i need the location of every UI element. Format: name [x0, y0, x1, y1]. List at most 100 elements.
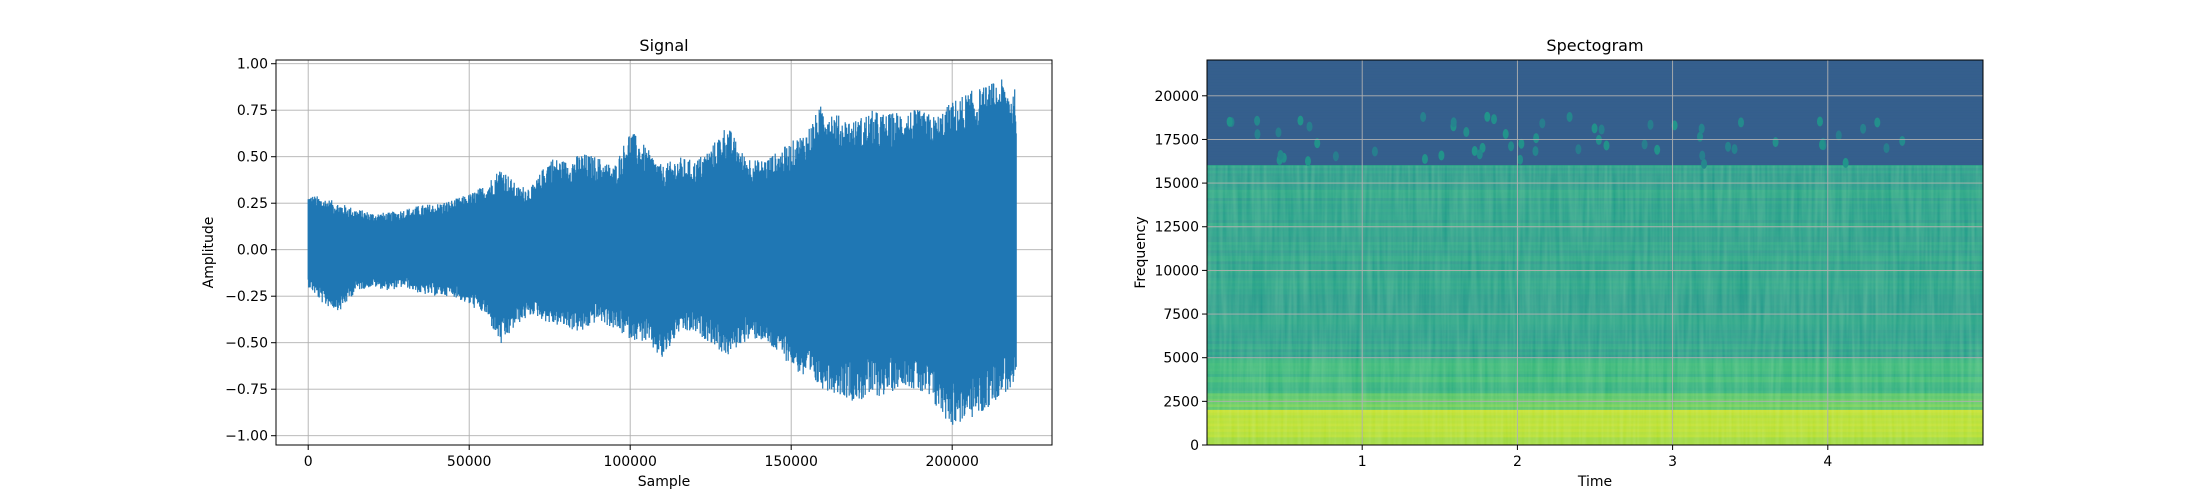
spectrogram-band — [1207, 150, 1983, 155]
spectrogram-spot — [1835, 130, 1842, 141]
spectrogram-band — [1207, 120, 1983, 124]
spectrogram-y-axis-label: Frequency — [1133, 216, 1149, 288]
spectrogram-y-tick-label: 20000 — [1154, 89, 1199, 105]
spectrogram-y-tick-label: 17500 — [1154, 132, 1199, 148]
spectrogram-spot — [1816, 116, 1823, 127]
signal-waveform — [307, 79, 1017, 425]
spectrogram-title: Spectogram — [1546, 36, 1643, 55]
spectrogram-spot — [1883, 143, 1890, 154]
signal-title: Signal — [639, 36, 688, 55]
spectrogram-spot — [1254, 129, 1261, 140]
spectrogram-spot — [1647, 119, 1654, 130]
spectrogram-spot — [1738, 117, 1744, 128]
spectrogram-band — [1207, 62, 1983, 67]
spectrogram-spot — [1502, 128, 1509, 139]
signal-y-tick-label: 0.25 — [237, 196, 268, 212]
spectrogram-band — [1207, 76, 1983, 80]
spectrogram-spot — [1484, 111, 1491, 122]
spectrogram-band — [1207, 134, 1983, 138]
spectrogram-band — [1207, 156, 1983, 160]
signal-y-axis-label: Amplitude — [201, 217, 217, 289]
spectrogram-band — [1207, 137, 1983, 141]
spectrogram-x-tick-label: 3 — [1668, 454, 1677, 470]
spectrogram-spot — [1698, 123, 1705, 134]
spectrogram-spot — [1518, 138, 1525, 149]
signal-y-tick-label: 0.50 — [237, 150, 268, 166]
signal-y-tick-label: 0.00 — [237, 243, 268, 259]
spectrogram-spot — [1533, 133, 1540, 144]
spectrogram-band — [1207, 115, 1983, 119]
spectrogram-spot — [1532, 146, 1539, 157]
signal-y-tick-label: −1.00 — [225, 429, 268, 445]
signal-axes-frame — [275, 59, 1053, 446]
spectrogram-spot — [1304, 156, 1311, 167]
spectrogram-spot — [1671, 120, 1678, 131]
spectrogram-spot — [1421, 154, 1428, 165]
spectrogram-y-tick-label: 10000 — [1154, 263, 1199, 279]
spectrogram-spot — [1254, 115, 1261, 126]
spectrogram-spot — [1654, 144, 1661, 155]
spectrogram-spot — [1277, 150, 1284, 160]
spectrogram-band — [1207, 142, 1983, 146]
spectrogram-x-tick-label: 2 — [1513, 454, 1522, 470]
spectrogram-spot — [1860, 123, 1867, 134]
spectrogram-spot — [1575, 144, 1582, 155]
spectrogram-band — [1207, 148, 1983, 152]
spectrogram-band — [1207, 71, 1983, 75]
spectrogram-spot — [1275, 127, 1282, 138]
spectrogram-spot — [1471, 145, 1478, 156]
spectrogram-x-tick-label: 1 — [1358, 454, 1367, 470]
spectrogram-spot — [1420, 112, 1427, 123]
signal-x-tick-label: 0 — [304, 454, 313, 470]
spectrogram-spot — [1566, 111, 1573, 122]
spectrogram-spot — [1725, 141, 1732, 152]
spectrogram-spot — [1899, 135, 1906, 146]
spectrogram-band — [1207, 161, 1983, 166]
spectrogram-band — [1207, 68, 1983, 72]
signal-y-tick-label: −0.50 — [225, 336, 268, 352]
spectrogram-band — [1207, 145, 1983, 149]
spectrogram-spot — [1476, 149, 1483, 160]
spectrogram-ticks: 1 2 3 4 0 2500 5000 7500 10000 12500 15000 17500 200… — [1154, 89, 1832, 470]
spectrogram-spot — [1699, 150, 1706, 161]
spectrogram-band — [1207, 87, 1983, 91]
spectrogram-spot — [1598, 124, 1605, 135]
spectrogram-spot — [1463, 127, 1470, 138]
spectrogram-spot — [1314, 138, 1321, 149]
spectrogram-spot — [1438, 150, 1445, 161]
signal-y-tick-label: 0.75 — [237, 103, 268, 119]
spectrogram-y-tick-label: 5000 — [1163, 351, 1199, 367]
spectrogram-band — [1207, 98, 1983, 102]
spectrogram-spot — [1819, 139, 1825, 150]
spectrogram-band — [1207, 109, 1983, 113]
spectrogram-y-tick-label: 7500 — [1163, 307, 1199, 323]
spectrogram-spot — [1226, 116, 1233, 127]
spectrogram-band — [1207, 117, 1983, 122]
spectrogram-panel: 1 2 3 4 0 2500 5000 7500 10000 12500 15000 17500 200… — [1133, 36, 1984, 490]
spectrogram-band — [1207, 153, 1983, 157]
spectrogram-y-tick-label: 15000 — [1154, 176, 1199, 192]
spectrogram-band — [1207, 79, 1983, 83]
spectrogram-x-axis-label: Time — [1577, 474, 1612, 490]
spectrogram-spot — [1517, 154, 1524, 165]
spectrogram-band — [1207, 95, 1983, 100]
spectrogram-band — [1207, 73, 1983, 78]
spectrogram-band — [1207, 159, 1983, 163]
spectrogram-y-tick-label: 2500 — [1163, 394, 1199, 410]
spectrogram-spot — [1842, 157, 1849, 168]
signal-series — [307, 79, 1017, 425]
spectrogram-band — [1207, 90, 1983, 94]
spectrogram-heatmap — [1207, 60, 1983, 445]
spectrogram-x-tick-label: 4 — [1823, 454, 1832, 470]
signal-x-tick-label: 100000 — [603, 454, 656, 470]
spectrogram-spot — [1508, 141, 1515, 152]
spectrogram-spot — [1539, 118, 1546, 129]
spectrogram-band — [1207, 112, 1983, 116]
spectrogram-band — [1207, 84, 1983, 89]
signal-panel: 0 50000 100000 150000 200000 −1.00 −0.75 −0.50 −… — [201, 36, 1053, 490]
spectrogram-spot — [1595, 134, 1602, 145]
spectrogram-band — [1207, 104, 1983, 108]
spectrogram-spot — [1874, 117, 1881, 128]
spectrogram-spot — [1591, 123, 1598, 134]
spectrogram-spot — [1701, 158, 1708, 169]
